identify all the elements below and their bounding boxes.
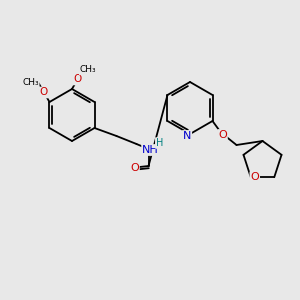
Text: CH₃: CH₃ [80, 65, 96, 74]
Text: NH: NH [142, 145, 159, 155]
Text: O: O [130, 163, 139, 173]
Text: O: O [74, 74, 82, 85]
Text: O: O [218, 130, 227, 140]
Text: O: O [250, 172, 259, 182]
Text: N: N [183, 131, 191, 141]
Text: CH₃: CH₃ [22, 78, 39, 87]
Text: H: H [156, 138, 163, 148]
Text: O: O [40, 88, 48, 98]
